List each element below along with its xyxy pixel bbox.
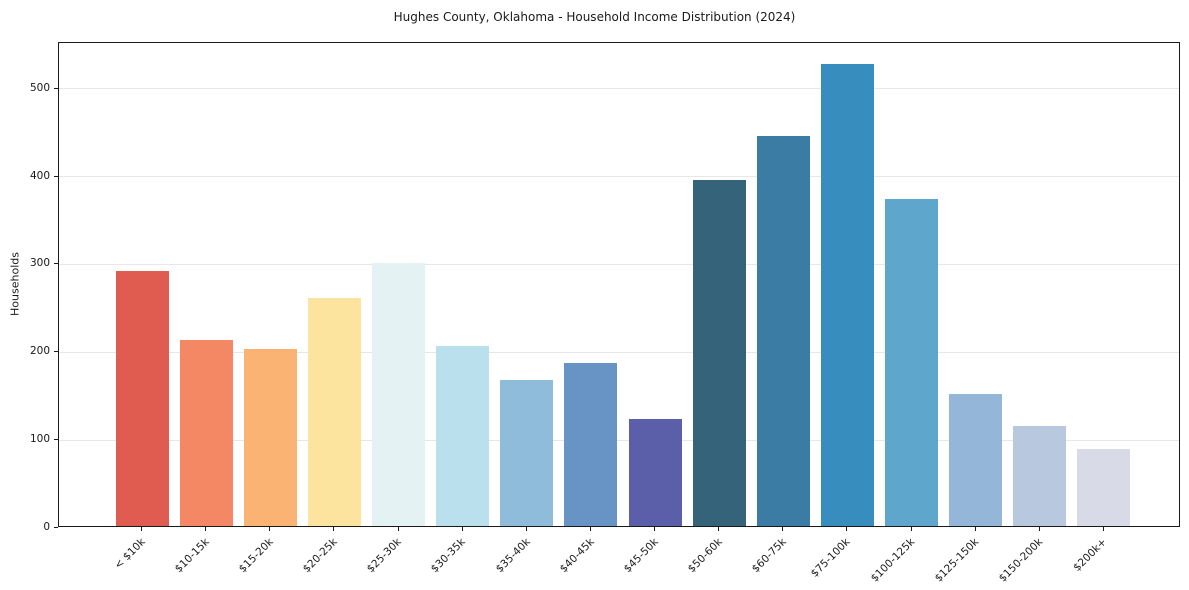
gridline (59, 351, 1179, 353)
y-tick-label: 400 (29, 169, 50, 182)
x-tick-mark (1038, 527, 1040, 531)
bar-10k (115, 271, 169, 526)
gridline (59, 176, 1179, 178)
x-tick-label: < $10k (112, 536, 148, 572)
bar-20-25k (307, 297, 361, 526)
y-tick-mark (54, 263, 58, 265)
bar-150-200k (1013, 425, 1067, 526)
x-tick-label: $10-15k (172, 536, 212, 576)
x-tick-mark (333, 527, 335, 531)
x-tick-mark (974, 527, 976, 531)
gridline (59, 263, 1179, 265)
x-tick-label: $35-40k (493, 536, 533, 576)
x-tick-mark (718, 527, 720, 531)
x-tick-mark (269, 527, 271, 531)
x-tick-mark (205, 527, 207, 531)
bar-40-45k (564, 362, 618, 526)
x-tick-mark (654, 527, 656, 531)
bar-100-125k (885, 199, 939, 526)
x-tick-label: $45-50k (621, 536, 661, 576)
gridline (59, 439, 1179, 441)
gridline (59, 88, 1179, 90)
x-tick-mark (397, 527, 399, 531)
x-tick-mark (782, 527, 784, 531)
bar-35-40k (500, 380, 554, 526)
bar-15-20k (243, 348, 297, 526)
x-tick-label: $20-25k (300, 536, 340, 576)
x-tick-mark (910, 527, 912, 531)
bar-200k (1077, 448, 1131, 526)
bar-30-35k (436, 345, 490, 526)
x-tick-label: $200k+ (1071, 536, 1110, 574)
y-tick-label: 200 (29, 345, 50, 358)
y-tick-mark (54, 439, 58, 441)
y-tick-label: 500 (29, 81, 50, 94)
bar-75-100k (820, 63, 874, 526)
x-tick-mark (846, 527, 848, 531)
bar-125-150k (949, 394, 1003, 526)
bar-60-75k (756, 135, 810, 526)
x-tick-label: $100-125k (868, 536, 918, 585)
bar-25-30k (372, 263, 426, 526)
x-tick-label: $150-200k (996, 536, 1046, 585)
bar-50-60k (692, 179, 746, 526)
y-tick-label: 100 (29, 433, 50, 446)
x-tick-mark (461, 527, 463, 531)
x-tick-label: $50-60k (685, 536, 725, 576)
x-tick-mark (525, 527, 527, 531)
x-tick-label: $60-75k (749, 536, 789, 576)
x-tick-label: $25-30k (364, 536, 405, 576)
y-tick-mark (54, 175, 58, 177)
y-tick-label: 0 (43, 521, 50, 533)
plot-area (58, 42, 1180, 527)
x-tick-label: $125-150k (932, 536, 982, 585)
x-tick-label: $15-20k (236, 536, 276, 576)
bar-10-15k (179, 339, 233, 526)
y-tick-label: 300 (29, 257, 50, 270)
y-tick-mark (54, 87, 58, 89)
bar-45-50k (628, 418, 682, 526)
x-tick-label: $40-45k (557, 536, 597, 576)
x-tick-mark (589, 527, 591, 531)
y-tick-mark (54, 527, 58, 528)
x-tick-mark (141, 527, 143, 531)
y-axis-label: Households (8, 252, 22, 316)
chart-title: Hughes County, Oklahoma - Household Inco… (393, 10, 796, 24)
x-tick-label: $75-100k (809, 536, 853, 580)
y-tick-mark (54, 351, 58, 353)
x-tick-mark (1102, 527, 1104, 531)
x-tick-label: $30-35k (429, 536, 469, 576)
